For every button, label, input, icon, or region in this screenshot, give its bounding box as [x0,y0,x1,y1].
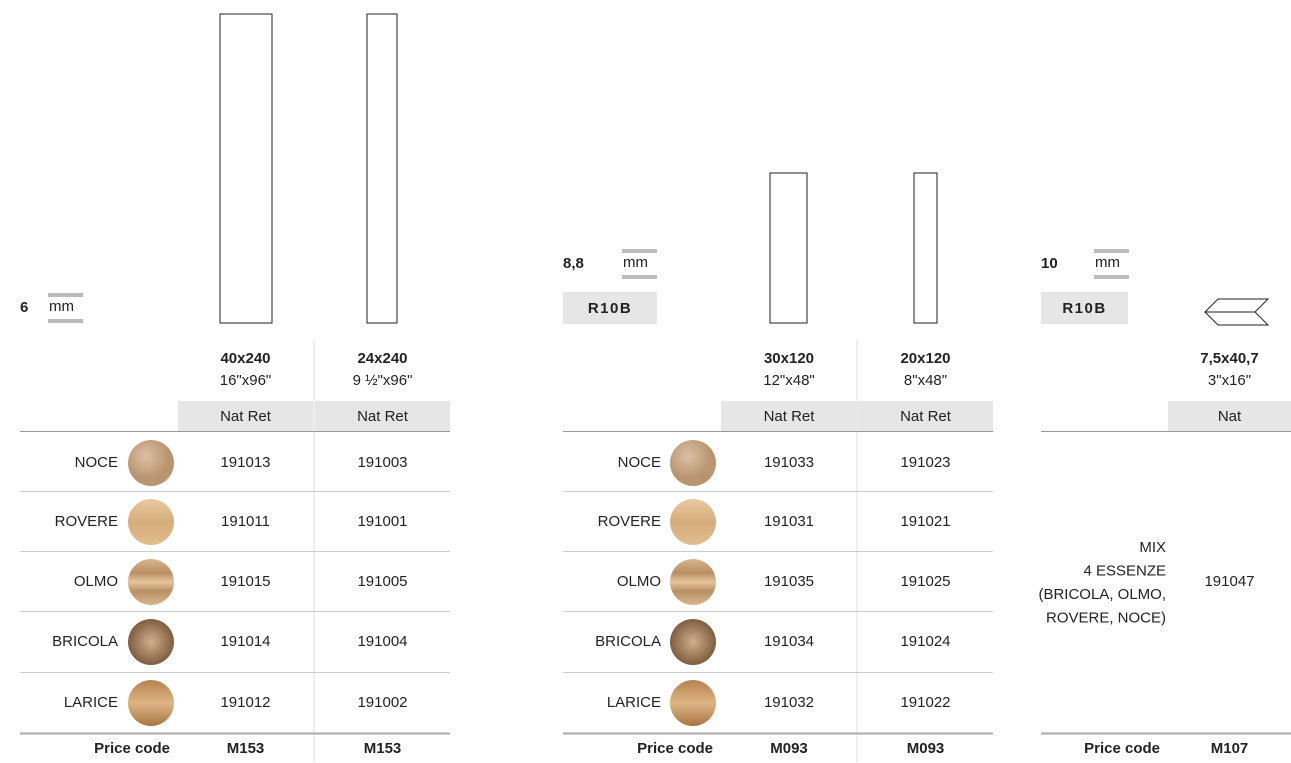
product-code: 191015 [220,573,270,590]
wood-name: NOCE [618,454,661,471]
product-code: 191033 [764,454,814,471]
product-code: 191023 [900,454,950,471]
product-code: 191022 [900,694,950,711]
wood-swatch [670,619,716,665]
wood-name: NOCE [75,454,118,471]
finish: Nat Ret [764,408,816,425]
mix-text: (BRICOLA, OLMO, [1038,586,1166,603]
product-code: 191032 [764,694,814,711]
unit: mm [1095,254,1120,271]
product-code: 191013 [220,454,270,471]
unit: mm [623,254,648,271]
wood-swatch [128,680,174,726]
finish: Nat Ret [357,408,409,425]
price-code: M153 [364,740,402,757]
format-inch: 3"x16" [1208,372,1251,389]
unit: mm [49,298,74,315]
tile-shape [769,172,808,324]
finish-bg [315,401,450,431]
price-code: M093 [907,740,945,757]
product-code: 191014 [220,633,270,650]
format-size: 40x240 [220,350,270,367]
wood-swatch [128,499,174,545]
product-code: 191004 [357,633,407,650]
product-code: 191025 [900,573,950,590]
tile-icon [1203,298,1270,326]
product-code: 191002 [357,694,407,711]
format-inch: 9 ½"x96" [353,372,413,389]
finish: Nat [1218,408,1242,425]
thickness: 8,8 [563,255,584,272]
format-size: 20x120 [900,350,950,367]
product-code: 191021 [900,513,950,530]
price-label: Price code [94,740,170,757]
wood-swatch [128,619,174,665]
finish-bg [721,401,857,431]
tile-shape [913,172,938,324]
badge-bg [563,292,657,324]
format-size: 30x120 [764,350,814,367]
wood-name: BRICOLA [595,633,661,650]
product-code: 191012 [220,694,270,711]
format-inch: 8"x48" [904,372,947,389]
mix-text: ROVERE, NOCE) [1046,609,1166,626]
product-code: 191035 [764,573,814,590]
finish-bg [178,401,313,431]
unit-bar [48,319,83,323]
wood-swatch [128,559,174,605]
unit-bar [48,293,83,297]
product-code: 191031 [764,513,814,530]
wood-name: BRICOLA [52,633,118,650]
wood-swatch [128,440,174,486]
badge: R10B [588,300,632,317]
mix-text: MIX [1139,539,1166,556]
unit-bar [622,249,657,253]
product-code: 191001 [357,513,407,530]
wood-name: OLMO [617,573,661,590]
finish-bg [858,401,993,431]
unit-bar [1094,249,1129,253]
wood-name: LARICE [64,694,118,711]
finish: Nat Ret [900,408,952,425]
price-code: M153 [227,740,265,757]
product-code: 191034 [764,633,814,650]
product-code: 191005 [357,573,407,590]
finish: Nat Ret [220,408,272,425]
thickness: 6 [20,299,28,316]
wood-swatch [670,680,716,726]
tile-shape [219,13,273,324]
format-inch: 12"x48" [763,372,815,389]
thickness: 10 [1041,255,1058,272]
wood-name: ROVERE [55,513,118,530]
price-code: M107 [1211,740,1249,757]
price-code: M093 [770,740,808,757]
wood-swatch [670,559,716,605]
format-inch: 16"x96" [220,372,272,389]
format-size: 24x240 [357,350,407,367]
product-code: 191011 [221,513,270,530]
badge: R10B [1062,300,1106,317]
tile-shape [366,13,398,324]
unit-bar [622,275,657,279]
product-code: 191003 [357,454,407,471]
unit-bar [1094,275,1129,279]
wood-name: LARICE [607,694,661,711]
badge-bg [1041,292,1128,324]
wood-name: OLMO [74,573,118,590]
format-size: 7,5x40,7 [1200,350,1258,367]
price-label: Price code [1084,740,1160,757]
wood-name: ROVERE [598,513,661,530]
product-code: 191024 [900,633,950,650]
price-label: Price code [637,740,713,757]
wood-swatch [670,499,716,545]
wood-swatch [670,440,716,486]
product-code: 191047 [1204,573,1254,590]
mix-text: 4 ESSENZE [1083,562,1166,579]
finish-bg [1168,401,1291,431]
